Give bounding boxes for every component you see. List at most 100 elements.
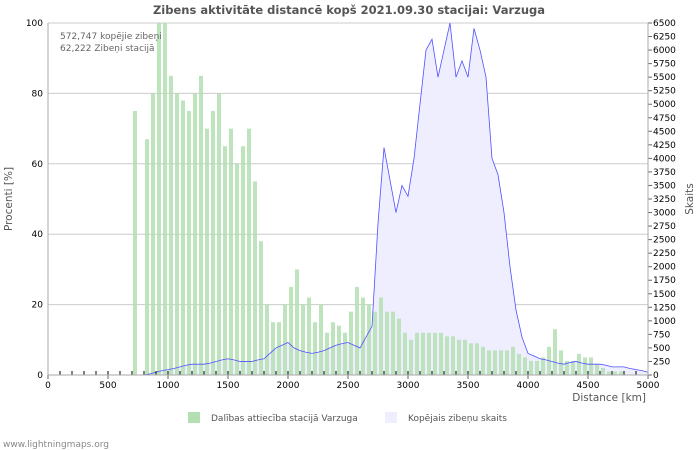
ratio-bar (217, 93, 221, 376)
ratio-bar (223, 146, 227, 375)
y-tick-label-right: 1000 (653, 317, 676, 327)
ratio-bar (343, 332, 347, 375)
ratio-bar (511, 346, 515, 375)
x-tick-label: 5000 (637, 381, 660, 391)
y-tick-label-left: 100 (26, 19, 43, 29)
ratio-bar (403, 332, 407, 375)
x-tick-label: 4500 (577, 381, 600, 391)
x-tick-label: 3500 (457, 381, 480, 391)
count-area (48, 23, 648, 375)
legend-swatch-count (385, 412, 397, 423)
ratio-bar (379, 297, 383, 375)
ratio-bar (361, 297, 365, 375)
ratio-bar (481, 346, 485, 375)
ratio-bar (229, 128, 233, 375)
ratio-bar (499, 350, 503, 375)
y-tick-label-right: 3750 (653, 168, 676, 178)
y-tick-label-right: 250 (653, 357, 670, 367)
y-tick-label-right: 1250 (653, 303, 676, 313)
x-tick-label: 2000 (277, 381, 300, 391)
ratio-bar (505, 350, 509, 375)
ratio-bar (301, 304, 305, 375)
legend-swatch-ratio (188, 412, 200, 423)
y-axis-label-right: Skaits (684, 183, 696, 215)
ratio-bar (181, 100, 185, 375)
x-tick-label: 2500 (337, 381, 360, 391)
y-tick-label-right: 4500 (653, 127, 676, 137)
y-tick-label-left: 40 (32, 230, 44, 240)
ratio-bar (445, 336, 449, 375)
ratio-bar (535, 360, 539, 375)
count-line (48, 22, 649, 376)
ratio-bar (211, 111, 215, 375)
y-tick-label-left: 20 (32, 301, 44, 311)
ratio-bar (277, 322, 281, 375)
y-tick-label-right: 2000 (653, 263, 676, 273)
ratio-bar (571, 360, 575, 375)
ratio-bar (475, 343, 479, 375)
y-tick-label-right: 5000 (653, 100, 676, 110)
y-tick-label-left: 0 (37, 371, 43, 381)
ratio-bar (433, 332, 437, 375)
ratio-bar (349, 311, 353, 375)
ratio-bar (529, 360, 533, 375)
ratio-bar (199, 75, 203, 376)
ratio-bar (523, 357, 527, 375)
ratio-bar (313, 322, 317, 375)
y-tick-label-right: 500 (653, 344, 670, 354)
ratio-bar (595, 364, 599, 375)
ratio-bar (451, 336, 455, 375)
x-tick-label: 3000 (397, 381, 420, 391)
y-tick-label-right: 2500 (653, 236, 676, 246)
y-tick-label-right: 3250 (653, 195, 676, 205)
y-tick-label-right: 6250 (653, 33, 676, 43)
ratio-bar (373, 311, 377, 375)
ratio-bar (259, 241, 263, 375)
y-tick-label-right: 5750 (653, 60, 676, 70)
ratio-bar (307, 297, 311, 375)
ratio-bar (325, 332, 329, 375)
ratio-bar (439, 332, 443, 375)
ratio-bar (517, 353, 521, 375)
ratio-bar (331, 322, 335, 375)
ratio-bar (253, 181, 257, 375)
ratio-bar (427, 332, 431, 375)
ratio-bar (295, 269, 299, 375)
ratio-bar (265, 304, 269, 375)
ratio-bar (319, 304, 323, 375)
ratio-bar (247, 128, 251, 375)
annotation-total: 572,747 kopējie zibeņi (60, 32, 162, 42)
ratio-bar (397, 318, 401, 375)
ratio-bar (457, 339, 461, 375)
ratio-bar (583, 357, 587, 375)
ratio-bar (469, 343, 473, 375)
x-tick-label: 0 (45, 381, 51, 391)
ratio-bar (205, 128, 209, 375)
y-tick-label-right: 4750 (653, 114, 676, 124)
ratio-bar (613, 371, 617, 375)
y-tick-label-right: 6000 (653, 46, 676, 56)
y-axis-label-left: Procenti [%] (3, 167, 15, 231)
ratio-bar (133, 111, 137, 375)
ratio-bar (493, 350, 497, 375)
legend-label-ratio: Dalības attiecība stacijā Varzuga (211, 414, 358, 424)
ratio-bar (409, 339, 413, 375)
ratio-bar (175, 93, 179, 376)
ratio-bar (187, 111, 191, 375)
ratio-bar (145, 139, 149, 375)
ratio-bar (283, 304, 287, 375)
y-tick-label-right: 750 (653, 330, 670, 340)
x-tick-label: 1500 (217, 381, 240, 391)
ratio-bar (541, 357, 545, 375)
y-tick-label-right: 1500 (653, 290, 676, 300)
y-tick-label-right: 5500 (653, 73, 676, 83)
y-tick-label-left: 80 (32, 89, 44, 99)
ratio-bar (607, 371, 611, 375)
y-tick-label-right: 6500 (653, 19, 676, 29)
y-tick-label-right: 4000 (653, 154, 676, 164)
ratio-bar (163, 23, 167, 375)
ratio-bar (619, 371, 623, 375)
ratio-bar (391, 311, 395, 375)
ratio-bar (553, 329, 557, 375)
